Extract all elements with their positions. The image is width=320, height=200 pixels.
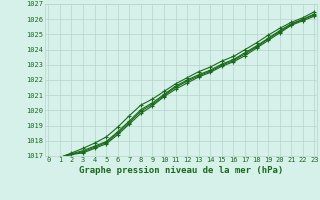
X-axis label: Graphe pression niveau de la mer (hPa): Graphe pression niveau de la mer (hPa) bbox=[79, 166, 283, 175]
